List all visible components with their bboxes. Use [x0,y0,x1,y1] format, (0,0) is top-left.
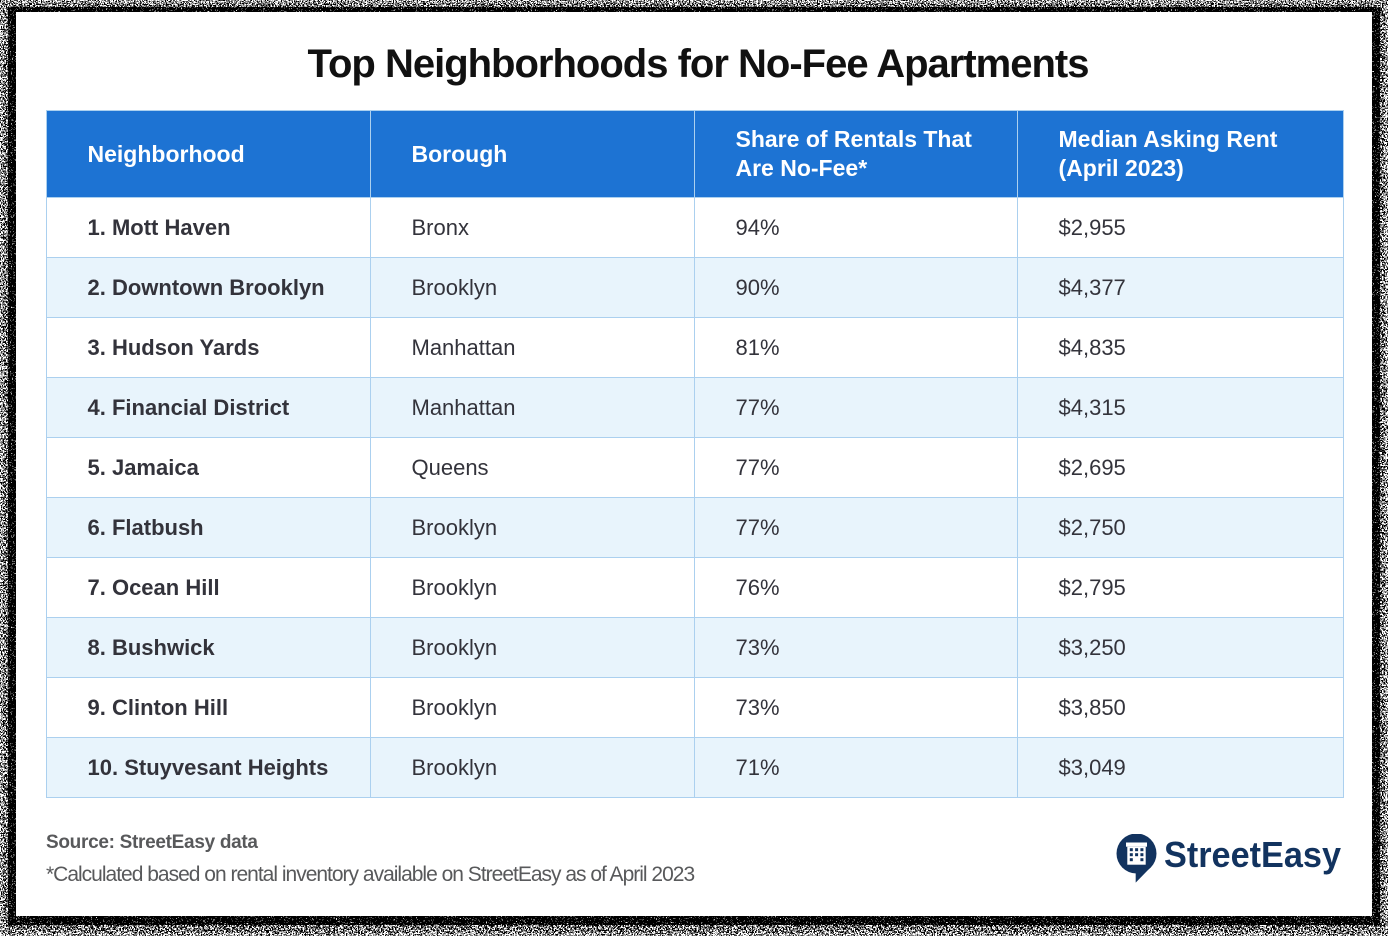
svg-text:StreetEasy: StreetEasy [1164,834,1341,875]
